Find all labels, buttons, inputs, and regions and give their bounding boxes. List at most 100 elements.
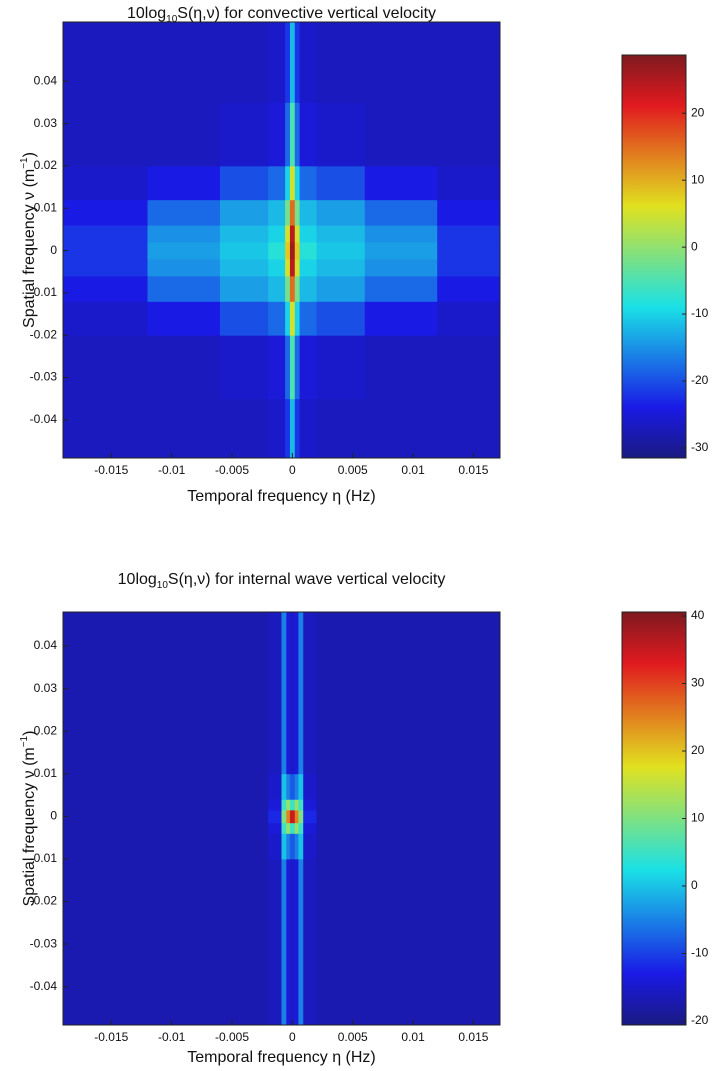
heatmap-cell	[437, 242, 501, 260]
heatmap-cell	[286, 858, 291, 1026]
x-tick-label: -0.015	[94, 1030, 128, 1044]
subscript: 10	[157, 580, 169, 591]
heatmap-cell	[316, 833, 501, 860]
heatmap-cell	[364, 259, 438, 277]
heatmap-cell	[299, 199, 317, 226]
y-tick-label: 0.02	[34, 723, 58, 737]
x-tick-label: 0.01	[401, 1030, 425, 1044]
heatmap-cell	[268, 242, 286, 260]
text-part: )	[21, 731, 38, 736]
chart-title: 10log10S(η,ν) for convective vertical ve…	[127, 5, 436, 24]
heatmap-cell	[294, 822, 299, 834]
heatmap-cell	[63, 165, 148, 201]
heatmap-cell	[316, 799, 501, 811]
heatmap-cell	[63, 612, 269, 775]
heatmap-cell	[316, 809, 501, 824]
chart-title: 10log10S(η,ν) for internal wave vertical…	[118, 571, 446, 590]
heatmap-cell	[63, 242, 148, 260]
heatmap-cell	[316, 225, 366, 243]
heatmap-cell	[63, 275, 148, 302]
heatmap-cell	[289, 335, 296, 400]
heatmap-cell	[63, 225, 148, 243]
heatmap-cell	[294, 275, 301, 302]
heatmap-cell	[268, 809, 282, 824]
heatmap-cell	[294, 22, 301, 103]
axes-frame	[62, 21, 501, 459]
y-tick-label: -0.04	[30, 412, 58, 426]
heatmap-cell	[286, 809, 291, 824]
heatmap-cell	[286, 773, 291, 800]
y-tick-label: 0.02	[34, 158, 58, 172]
heatmap-cell	[63, 809, 269, 824]
heatmap-cell	[298, 799, 304, 811]
heatmap-cell	[437, 398, 501, 459]
heatmap-cell	[268, 335, 286, 400]
axis-label: Spatial frequency ν (m−1)	[19, 731, 39, 907]
heatmap-cell	[286, 612, 291, 775]
heatmap-cell	[289, 165, 296, 201]
x-tick-label: 0.015	[458, 1030, 488, 1044]
heatmap-cell	[268, 102, 286, 167]
heatmap-cell	[316, 335, 366, 400]
heatmap-cell	[268, 22, 286, 103]
y-tick-label: -0.02	[30, 894, 58, 908]
heatmap-cell	[268, 822, 282, 834]
heatmap-cell	[437, 301, 501, 336]
colorbar-tick-label: -10	[691, 946, 709, 960]
heatmap-cell	[316, 858, 501, 1026]
heatmap-cell	[147, 275, 221, 302]
heatmap-cell	[219, 398, 269, 459]
heatmap-cell	[316, 773, 501, 800]
heatmap-cell	[289, 822, 296, 834]
heatmap-cell	[298, 773, 304, 800]
y-tick-label: -0.02	[30, 327, 58, 341]
heatmap-cell	[63, 259, 148, 277]
heatmap-cell	[268, 773, 282, 800]
heatmap-cell	[294, 612, 299, 775]
heatmap-cell	[437, 259, 501, 277]
y-tick-label: -0.03	[30, 370, 58, 384]
heatmap-cell	[285, 102, 291, 167]
text-part: )	[21, 152, 38, 157]
heatmap-cell	[289, 799, 296, 811]
heatmap-cell	[268, 199, 286, 226]
heatmap-cell	[364, 301, 438, 336]
text-part: S(η,ν) for internal wave vertical veloci…	[168, 571, 445, 588]
x-tick-label: 0	[289, 463, 296, 477]
superscript: −1	[19, 735, 30, 747]
heatmap-cell	[298, 822, 304, 834]
text-part: 10log	[118, 571, 157, 588]
x-tick-label: 0.005	[338, 1030, 368, 1044]
heatmap-cell	[316, 165, 366, 201]
heatmap-cell	[364, 225, 438, 243]
heatmap-cell	[294, 773, 299, 800]
heatmap-cell	[147, 165, 221, 201]
x-axis-label: Temporal frequency η (Hz)	[187, 1049, 376, 1066]
heatmap-cell	[289, 612, 296, 775]
heatmap-cell	[147, 335, 221, 400]
heatmap-cell	[63, 22, 148, 103]
colorbar-tick-label: 10	[691, 172, 705, 186]
heatmap-cell	[268, 259, 286, 277]
colorbar-tick-label: -10	[691, 306, 709, 320]
y-tick-label: 0	[50, 243, 57, 257]
heatmap-cell	[219, 22, 269, 103]
heatmap-cell	[294, 398, 301, 459]
heatmap-cell	[63, 102, 148, 167]
heatmap-cell	[285, 22, 291, 103]
x-tick-label: -0.01	[158, 463, 186, 477]
heatmap-cell	[219, 102, 269, 167]
y-tick-label: 0.01	[34, 200, 58, 214]
text-part: S(η,ν) for convective vertical velocity	[177, 5, 436, 22]
heatmap-cell	[289, 275, 296, 302]
y-tick-label: -0.04	[30, 979, 58, 993]
y-tick-label: -0.01	[30, 285, 58, 299]
x-tick-label: -0.005	[215, 1030, 249, 1044]
y-tick-label: -0.01	[30, 851, 58, 865]
y-tick-label: 0.04	[34, 638, 58, 652]
heatmap-cell	[294, 858, 299, 1026]
heatmap-cell	[281, 822, 287, 834]
heatmap-cell	[63, 799, 269, 811]
heatmap-cell	[364, 199, 438, 226]
heatmap-cell	[299, 335, 317, 400]
